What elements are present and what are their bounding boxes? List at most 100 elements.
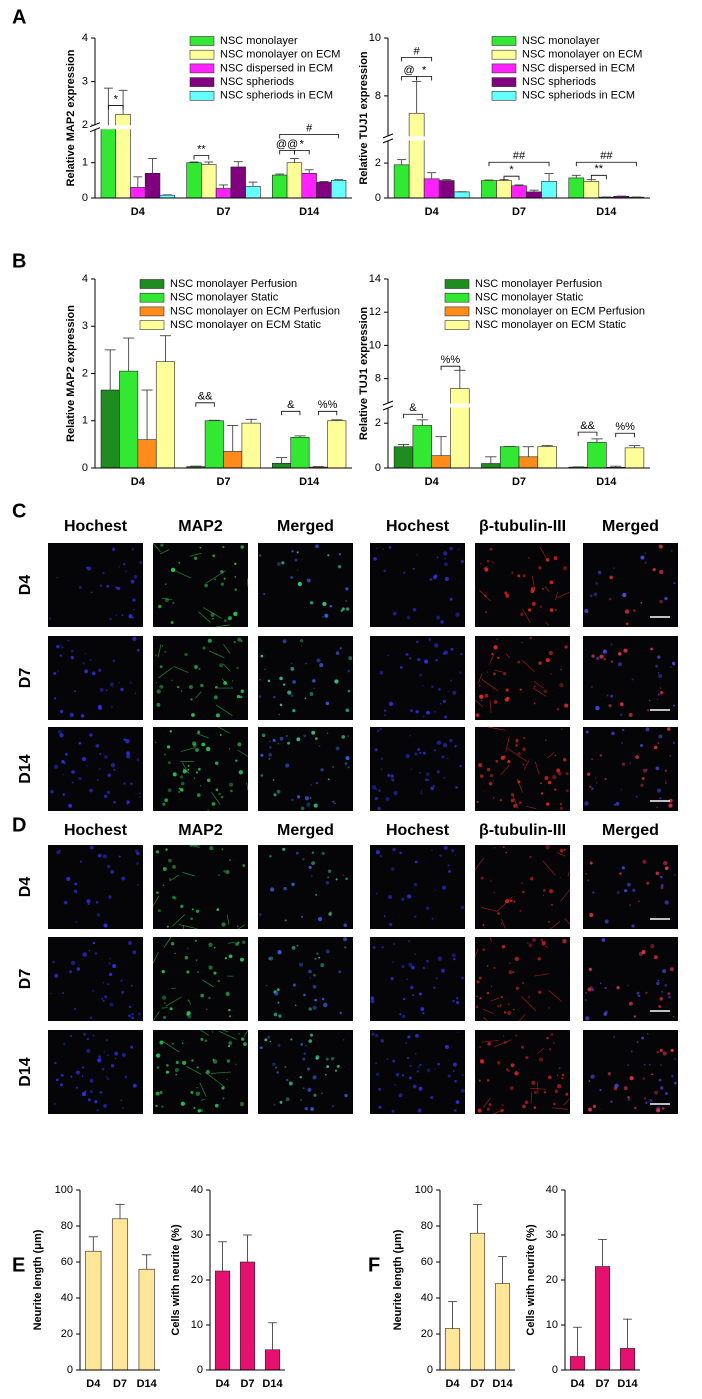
cell — [584, 999, 587, 1001]
micrograph — [475, 1030, 570, 1115]
cell — [114, 1051, 119, 1056]
cell — [543, 1091, 547, 1094]
cell — [54, 1061, 57, 1065]
neurite — [493, 1039, 512, 1048]
cell — [557, 771, 562, 776]
cell — [288, 1081, 293, 1086]
cell — [418, 992, 422, 996]
error-bar — [573, 1326, 582, 1357]
cell — [313, 687, 315, 690]
bar — [624, 447, 645, 469]
cell — [423, 715, 425, 718]
cell — [613, 567, 615, 569]
cell — [99, 1090, 103, 1094]
cell — [550, 903, 554, 907]
micrograph-background — [48, 1030, 143, 1114]
cell — [528, 943, 533, 948]
channel-header: Hochest — [386, 822, 450, 839]
cell — [199, 784, 202, 787]
cell — [609, 575, 613, 580]
bar — [301, 173, 317, 199]
cell — [653, 955, 658, 960]
y-tick-label: 0 — [82, 462, 88, 474]
bar — [469, 1232, 486, 1371]
cell — [507, 1003, 510, 1006]
cell — [315, 781, 319, 785]
cell — [81, 1092, 86, 1097]
y-tick-label: 3 — [82, 76, 88, 88]
cell — [406, 1056, 410, 1060]
cell — [588, 1107, 592, 1112]
cell — [166, 745, 171, 749]
neurite — [200, 1098, 205, 1101]
cell — [312, 984, 317, 989]
cell — [657, 672, 660, 674]
cell — [649, 1099, 653, 1102]
cell — [456, 997, 459, 1000]
cell — [345, 600, 348, 602]
cell — [195, 1091, 201, 1096]
cell — [658, 544, 663, 549]
cell — [322, 601, 327, 607]
cell — [330, 1056, 335, 1061]
cell — [659, 997, 663, 1001]
cell — [161, 970, 165, 974]
cell — [202, 646, 206, 650]
micrograph — [153, 726, 249, 812]
cell — [438, 688, 441, 691]
neurite — [523, 759, 530, 771]
cell — [298, 962, 304, 967]
cell — [460, 905, 465, 910]
cell — [403, 997, 406, 1001]
cell — [313, 1093, 317, 1097]
legend-swatch — [189, 49, 215, 60]
cell — [504, 899, 510, 904]
bar — [499, 446, 520, 469]
neurite — [215, 624, 230, 628]
cell — [636, 991, 640, 995]
cell — [521, 1045, 525, 1049]
cell — [517, 752, 521, 756]
cell — [658, 1005, 662, 1009]
cell — [515, 744, 518, 747]
cell — [272, 738, 276, 742]
micrograph-background — [370, 845, 465, 929]
cell — [541, 940, 546, 946]
cell — [102, 854, 107, 859]
significance-label: # — [306, 122, 313, 134]
cell — [455, 786, 458, 789]
legend-label: NSC spheriods in ECM — [220, 90, 333, 102]
micrograph-background — [475, 845, 570, 929]
cell — [447, 864, 450, 867]
cell — [131, 616, 135, 619]
neurite — [152, 542, 161, 553]
cell — [348, 656, 353, 661]
cell — [309, 1033, 313, 1037]
cell — [410, 965, 415, 970]
cell — [436, 770, 440, 774]
cell — [645, 991, 648, 994]
cell — [53, 1102, 56, 1105]
cell — [54, 973, 59, 978]
cell — [317, 917, 323, 922]
cell — [102, 981, 105, 984]
cell — [380, 757, 383, 760]
micrograph — [474, 636, 570, 720]
y-tick-label: 1 — [82, 157, 88, 169]
cell — [193, 556, 198, 560]
y-tick-label: 60 — [61, 1256, 73, 1268]
cell — [129, 681, 132, 684]
cell — [319, 663, 324, 668]
legend-label: NSC monolayer on ECM Static — [170, 319, 321, 331]
cell — [554, 609, 557, 612]
cell — [311, 851, 315, 855]
cell — [57, 670, 59, 672]
cell — [514, 1071, 519, 1076]
neurite — [182, 872, 195, 877]
bar — [100, 389, 120, 469]
cell — [53, 697, 57, 700]
significance-label: && — [198, 391, 213, 403]
cell — [258, 695, 262, 698]
